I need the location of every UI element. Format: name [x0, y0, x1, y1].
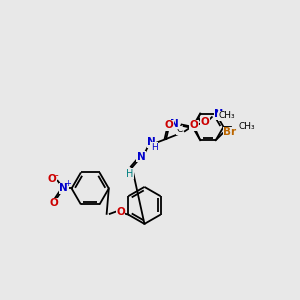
- Text: CH₃: CH₃: [238, 122, 255, 131]
- Text: O: O: [48, 174, 57, 184]
- Text: Br: Br: [223, 128, 236, 137]
- Text: H: H: [126, 169, 134, 178]
- Text: O: O: [200, 117, 209, 127]
- Text: -: -: [54, 169, 58, 180]
- Text: N: N: [214, 109, 224, 119]
- Text: O: O: [165, 120, 174, 130]
- Text: O: O: [190, 120, 198, 130]
- Text: N: N: [147, 137, 156, 147]
- Text: N: N: [170, 119, 179, 129]
- Text: CH₃: CH₃: [219, 111, 236, 120]
- Text: C: C: [176, 125, 182, 134]
- Text: O: O: [116, 207, 125, 217]
- Text: N: N: [137, 152, 146, 162]
- Text: N: N: [59, 184, 68, 194]
- Text: +: +: [64, 179, 71, 188]
- Text: O: O: [50, 198, 58, 208]
- Text: H: H: [151, 143, 158, 152]
